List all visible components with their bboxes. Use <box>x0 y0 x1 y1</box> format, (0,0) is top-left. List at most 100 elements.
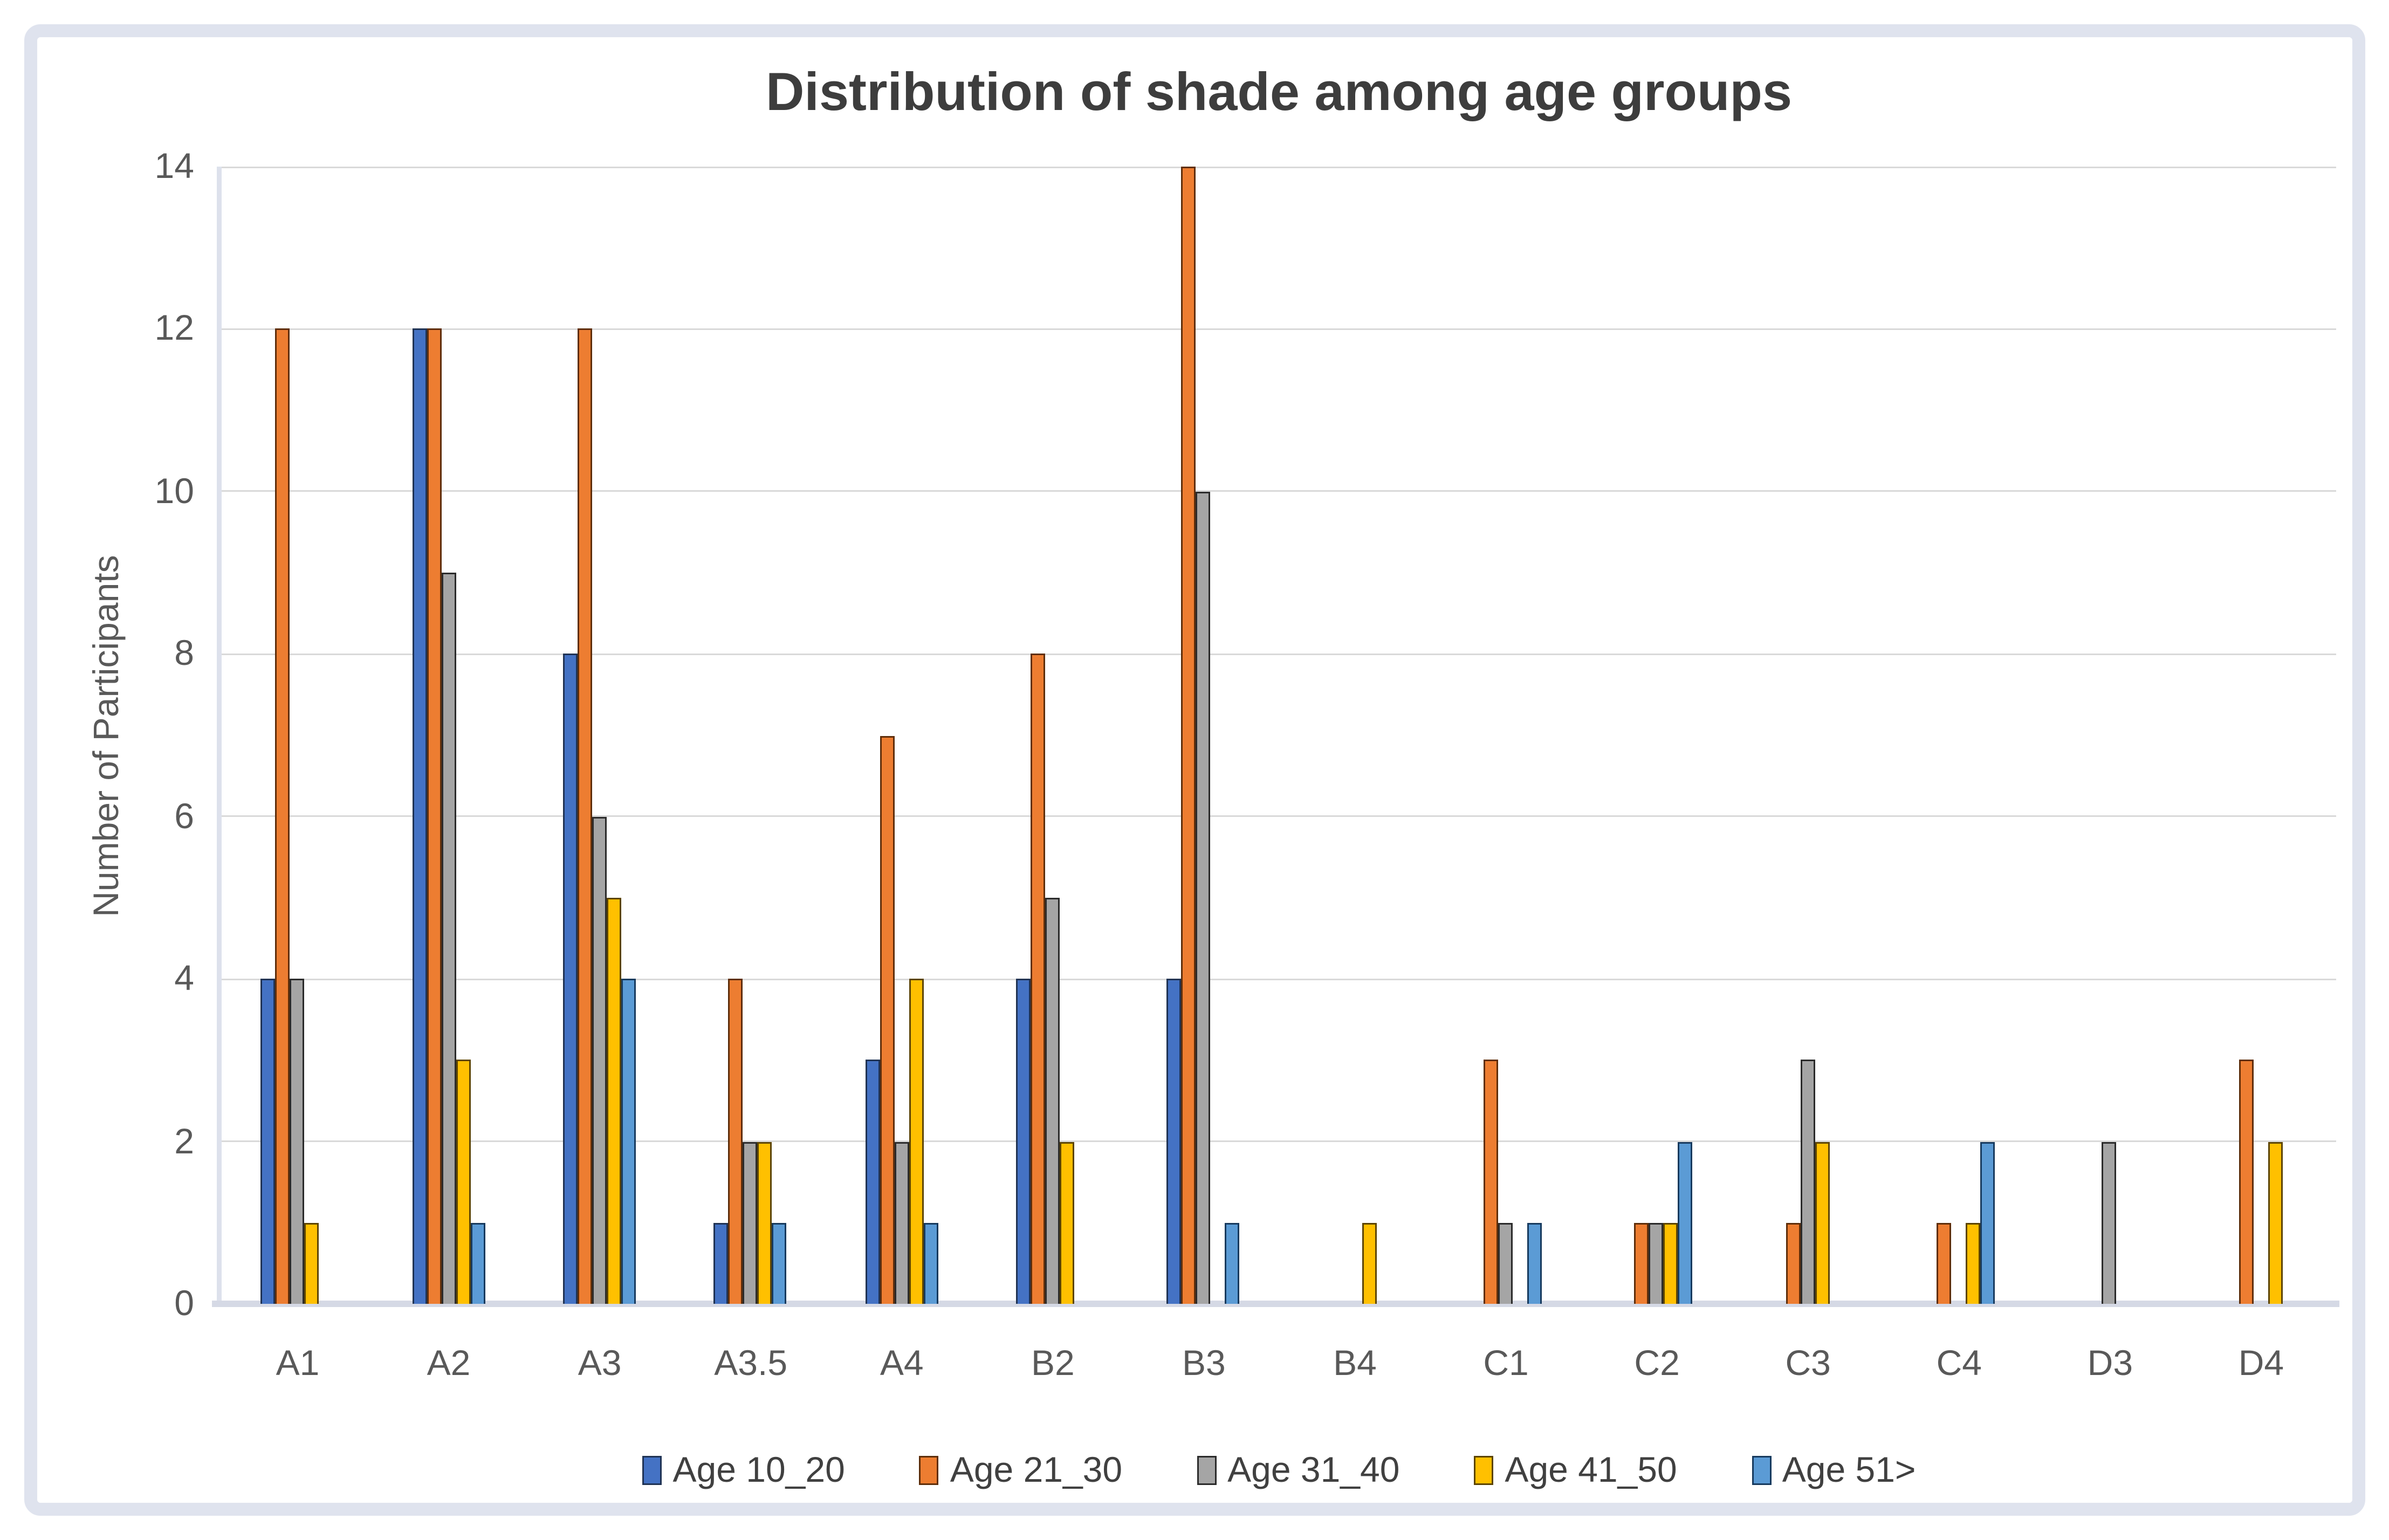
category-group-C4 <box>1883 167 2034 1304</box>
gridline <box>222 978 2336 980</box>
legend-item: Age 51> <box>1751 1449 1916 1491</box>
category-group-B3 <box>1128 167 1279 1304</box>
category-group-D3 <box>2034 167 2185 1304</box>
gridline <box>222 166 2336 168</box>
y-axis-title: Number of Participants <box>86 555 126 917</box>
bar <box>1015 979 1031 1304</box>
bar <box>1786 1222 1801 1304</box>
gridline <box>222 491 2336 493</box>
category-group-C3 <box>1732 167 1883 1304</box>
chart-title: Distribution of shade among age groups <box>765 61 1793 121</box>
y-tick-label: 12 <box>154 308 194 349</box>
bar <box>470 1222 485 1304</box>
category-group-A1 <box>222 167 373 1304</box>
gridline <box>222 653 2336 655</box>
bar <box>577 329 592 1304</box>
x-tick-label: C4 <box>1936 1343 1982 1383</box>
plot-area <box>212 166 2339 1307</box>
bar <box>1498 1222 1513 1304</box>
x-tick-label: B3 <box>1182 1343 1226 1383</box>
bar <box>1030 654 1045 1304</box>
bar <box>1484 1060 1499 1304</box>
category-group-A2 <box>373 167 524 1304</box>
bar <box>2239 1060 2254 1304</box>
legend-item: Age 21_30 <box>919 1449 1122 1491</box>
bar <box>894 1141 909 1304</box>
bar <box>1045 897 1060 1304</box>
bar <box>864 1060 880 1304</box>
x-tick-label: C1 <box>1483 1343 1529 1383</box>
bar <box>1181 167 1196 1304</box>
y-tick-label: 8 <box>174 632 194 673</box>
bar <box>1527 1222 1542 1304</box>
legend-item: Age 31_40 <box>1197 1449 1399 1491</box>
y-tick-label: 2 <box>174 1120 194 1161</box>
legend-item: Age 10_20 <box>642 1449 845 1491</box>
bar <box>275 329 290 1304</box>
bar <box>441 573 456 1304</box>
legend-label: Age 31_40 <box>1227 1449 1400 1490</box>
y-axis-line <box>217 167 222 1304</box>
bar <box>1980 1141 1995 1304</box>
legend-label: Age 51> <box>1782 1449 1916 1490</box>
bar <box>1664 1222 1679 1304</box>
bar <box>1800 1060 1815 1304</box>
y-tick-label: 6 <box>174 795 194 836</box>
x-tick-label: B2 <box>1031 1343 1075 1383</box>
bar <box>1678 1141 1693 1304</box>
x-tick-label: B4 <box>1333 1343 1377 1383</box>
legend-swatch <box>1751 1456 1771 1485</box>
y-tick-label: 14 <box>154 146 194 186</box>
x-tick-label: D3 <box>2087 1343 2133 1383</box>
legend-label: Age 10_20 <box>672 1449 845 1490</box>
gridline <box>222 328 2336 330</box>
bar <box>743 1141 758 1304</box>
bar <box>1362 1222 1377 1304</box>
bar <box>757 1141 772 1304</box>
category-group-D4 <box>2185 167 2336 1304</box>
bar <box>290 979 305 1304</box>
bar <box>2268 1141 2283 1304</box>
bar <box>923 1222 938 1304</box>
legend-swatch <box>1197 1456 1217 1485</box>
bar <box>908 979 923 1304</box>
bar <box>1649 1222 1664 1304</box>
bar <box>260 979 276 1304</box>
bar <box>426 329 441 1304</box>
bar <box>1937 1222 1952 1304</box>
bar <box>1059 1141 1074 1304</box>
y-tick-label: 10 <box>154 470 194 511</box>
category-group-A4 <box>826 167 977 1304</box>
bar <box>2102 1141 2117 1304</box>
x-tick-label: A3.5 <box>714 1343 788 1383</box>
category-group-B4 <box>1279 167 1430 1304</box>
gridline <box>222 815 2336 817</box>
legend-swatch <box>919 1456 939 1485</box>
legend-item: Age 41_50 <box>1474 1449 1677 1491</box>
y-tick-label: 4 <box>174 958 194 999</box>
bar <box>713 1222 729 1304</box>
x-tick-label: A3 <box>578 1343 622 1383</box>
bar <box>606 897 621 1304</box>
category-group-B2 <box>977 167 1128 1304</box>
bar <box>1225 1222 1240 1304</box>
legend-label: Age 41_50 <box>1505 1449 1677 1490</box>
category-group-A3 <box>524 167 675 1304</box>
x-tick-label: C2 <box>1634 1343 1680 1383</box>
bar <box>562 654 578 1304</box>
bar <box>879 735 894 1304</box>
category-group-C1 <box>1430 167 1581 1304</box>
x-tick-label: A1 <box>276 1343 320 1383</box>
category-group-C2 <box>1581 167 1732 1304</box>
x-tick-label: A2 <box>427 1343 471 1383</box>
legend-swatch <box>1474 1456 1494 1485</box>
bar <box>1966 1222 1981 1304</box>
bar <box>592 816 607 1304</box>
bar <box>621 979 636 1304</box>
bar <box>1815 1141 1830 1304</box>
bar <box>772 1222 787 1304</box>
bar <box>1196 491 1211 1304</box>
legend-label: Age 21_30 <box>950 1449 1123 1490</box>
bar <box>304 1222 319 1304</box>
